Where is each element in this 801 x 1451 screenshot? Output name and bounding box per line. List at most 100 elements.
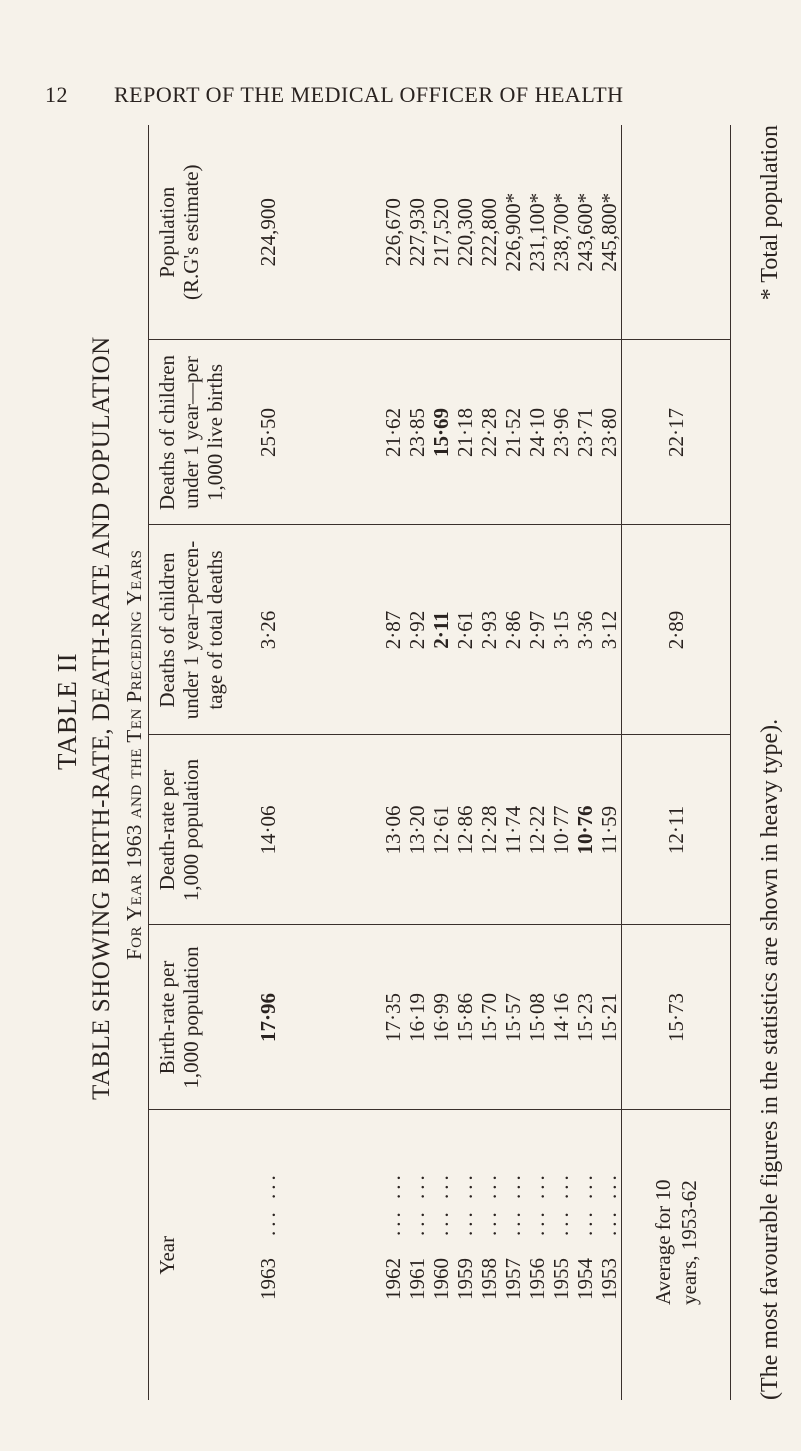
leader-dots: ... ... [549, 1171, 573, 1236]
population-cell: 222,800 [477, 125, 501, 340]
spacer-row [291, 125, 381, 1400]
header-birth-rate: Birth-rate per 1,000 population [148, 925, 246, 1110]
footnote-heavy-type: (The most favourable figures in the stat… [757, 718, 783, 1400]
leader-dots: ... ... [381, 1171, 405, 1236]
death-rate-cell: 11·59 [597, 735, 622, 925]
year-cell: 1960 ... ... [429, 1110, 453, 1400]
year-value: 1956 [525, 1258, 549, 1300]
header-line: Birth-rate per [155, 960, 179, 1075]
average-pct-deaths: 2·89 [621, 525, 731, 735]
header-death-rate: Death-rate per 1,000 population [148, 735, 246, 925]
population-cell: 231,100* [525, 125, 549, 340]
average-birth-rate: 15·73 [621, 925, 731, 1110]
spacer-cell [291, 735, 381, 925]
table-row: 1959 ... ... 15·86 12·86 2·61 21·18 220,300 [453, 125, 477, 1400]
infant-deaths-cell: 21·62 [381, 340, 405, 525]
year-cell: 1956 ... ... [525, 1110, 549, 1400]
death-rate-cell: 13·06 [381, 735, 405, 925]
birth-rate-cell: 15·70 [477, 925, 501, 1110]
pct-deaths-cell: 2·93 [477, 525, 501, 735]
leader-dots: ... ... [453, 1171, 477, 1236]
leader-dots: ... ... [525, 1171, 549, 1236]
pct-deaths-cell: 3·26 [246, 525, 291, 735]
footnote-asterisk: * Total population [757, 125, 783, 301]
birth-rate-cell: 15·23 [573, 925, 597, 1110]
birth-rate-cell: 16·99 [429, 925, 453, 1110]
running-head-title: REPORT OF THE MEDICAL OFFICER OF HEALTH [114, 82, 624, 107]
header-line: Deaths of children [155, 354, 179, 511]
header-infant-deaths: Deaths of children under 1 year—per 1,000 … [148, 340, 246, 525]
pct-deaths-cell: 3·15 [549, 525, 573, 735]
year-cell: 1953 ... ... [597, 1110, 622, 1400]
population-cell: 220,300 [453, 125, 477, 340]
table-row: 1963 ... ... 17·96 14·06 3·26 25·50 224,900 [246, 125, 291, 1400]
pct-deaths-cell: 2·86 [501, 525, 525, 735]
infant-deaths-cell: 23·80 [597, 340, 622, 525]
year-value: 1957 [501, 1258, 525, 1300]
year-value: 1960 [429, 1258, 453, 1300]
death-rate-cell: 11·74 [501, 735, 525, 925]
infant-deaths-cell: 23·71 [573, 340, 597, 525]
table-row: 1953 ... ... 15·21 11·59 3·12 23·80 245,800* [597, 125, 622, 1400]
header-line: Death-rate per [155, 769, 179, 891]
population-cell: 243,600* [573, 125, 597, 340]
leader-dots: ... ... [256, 1171, 280, 1236]
pct-deaths-cell: 3·36 [573, 525, 597, 735]
header-line: (R.G's estimate) [179, 164, 203, 301]
birth-rate-cell: 15·21 [597, 925, 622, 1110]
death-rate-cell: 10·77 [549, 735, 573, 925]
infant-deaths-cell: 21·52 [501, 340, 525, 525]
population-cell: 227,930 [405, 125, 429, 340]
header-line: 1,000 live births [203, 363, 227, 502]
average-label-line: Average for 10 [651, 1179, 675, 1305]
infant-deaths-cell: 15·69 [429, 340, 453, 525]
infant-deaths-cell: 21·18 [453, 340, 477, 525]
year-value: 1955 [549, 1258, 573, 1300]
page-number: 12 [45, 82, 68, 107]
table-row: 1955 ... ... 14·16 10·77 3·15 23·96 238,700* [549, 125, 573, 1400]
header-line: 1,000 population [179, 758, 203, 902]
statistics-table: Year Birth-rate per 1,000 population Deat… [148, 125, 731, 1400]
header-pct-deaths: Deaths of children under 1 year–percen-ta… [148, 525, 246, 735]
birth-rate-cell: 16·19 [405, 925, 429, 1110]
spacer-cell [291, 125, 381, 340]
death-rate-cell: 12·86 [453, 735, 477, 925]
year-cell: 1958 ... ... [477, 1110, 501, 1400]
year-cell: 1954 ... ... [573, 1110, 597, 1400]
header-row: Year Birth-rate per 1,000 population Deat… [148, 125, 246, 1400]
table-row: 1957 ... ... 15·57 11·74 2·86 21·52 226,900* [501, 125, 525, 1400]
header-year: Year [148, 1110, 246, 1400]
pct-deaths-cell: 2·97 [525, 525, 549, 735]
population-cell: 226,670 [381, 125, 405, 340]
infant-deaths-cell: 22·28 [477, 340, 501, 525]
death-rate-cell: 12·28 [477, 735, 501, 925]
year-cell: 1957 ... ... [501, 1110, 525, 1400]
average-label: Average for 10 years, 1953-62 [621, 1110, 731, 1400]
population-cell: 224,900 [246, 125, 291, 340]
pct-deaths-cell: 2·87 [381, 525, 405, 735]
table-title: TABLE SHOWING BIRTH-RATE, DEATH-RATE AND… [88, 336, 115, 1100]
header-line: under 1 year—per [179, 356, 203, 509]
year-cell: 1961 ... ... [405, 1110, 429, 1400]
birth-rate-cell: 17·35 [381, 925, 405, 1110]
spacer-cell [291, 340, 381, 525]
table-row: 1958 ... ... 15·70 12·28 2·93 22·28 222,800 [477, 125, 501, 1400]
death-rate-cell: 12·61 [429, 735, 453, 925]
table-subtitle: For Year 1963 and the Ten Preceding Year… [122, 549, 146, 961]
leader-dots: ... ... [573, 1171, 597, 1236]
running-head: 12 REPORT OF THE MEDICAL OFFICER OF HEAL… [45, 82, 624, 108]
year-value: 1959 [453, 1258, 477, 1300]
birth-rate-cell: 15·57 [501, 925, 525, 1110]
infant-deaths-cell: 23·96 [549, 340, 573, 525]
table-label: TABLE II [52, 652, 82, 770]
leader-dots: ... ... [405, 1171, 429, 1236]
infant-deaths-cell: 23·85 [405, 340, 429, 525]
birth-rate-cell: 14·16 [549, 925, 573, 1110]
header-line: tage of total deaths [203, 550, 227, 710]
leader-dots: ... ... [597, 1171, 621, 1236]
header-line: under 1 year–percen- [179, 540, 203, 720]
pct-deaths-cell: 2·92 [405, 525, 429, 735]
pct-deaths-cell: 2·61 [453, 525, 477, 735]
population-cell: 217,520 [429, 125, 453, 340]
